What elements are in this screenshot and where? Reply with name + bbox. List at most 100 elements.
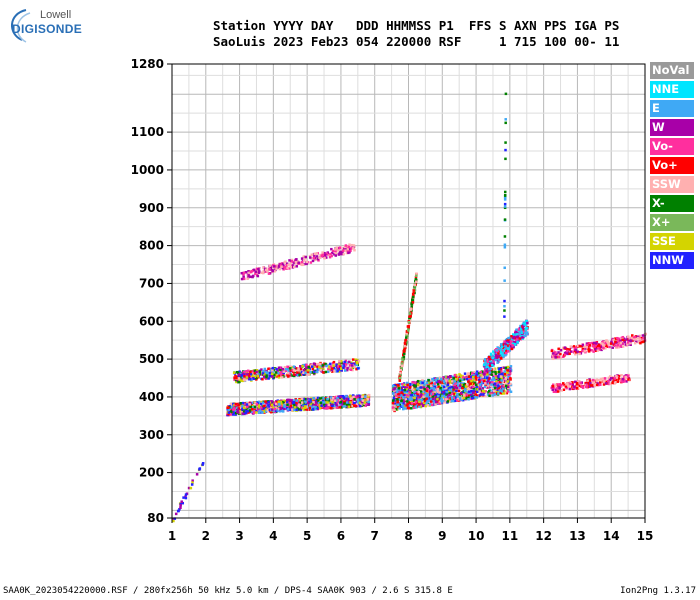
trace-point	[401, 388, 404, 392]
trace-point	[437, 393, 441, 396]
trace-point	[266, 409, 270, 412]
trace-point	[504, 121, 507, 125]
trace-point	[613, 377, 617, 380]
trace-point	[415, 401, 419, 405]
trace-point	[340, 361, 343, 365]
trace-point	[324, 407, 327, 410]
trace-point	[607, 382, 611, 386]
trace-point	[309, 364, 313, 367]
trace-point	[403, 393, 406, 397]
trace-point	[600, 348, 603, 352]
trace-point	[408, 401, 411, 405]
trace-point	[494, 374, 498, 378]
trace-point	[318, 403, 322, 406]
trace-point	[400, 364, 404, 368]
trace-point	[399, 373, 402, 376]
trace-point	[229, 413, 233, 416]
trace-point	[462, 394, 466, 397]
trace-point	[495, 376, 498, 379]
trace-point	[244, 411, 248, 415]
trace-point	[289, 365, 292, 368]
trace-point	[349, 401, 352, 404]
trace-point	[268, 264, 272, 267]
trace-point	[488, 371, 492, 375]
trace-point	[246, 369, 250, 373]
trace-point	[430, 389, 434, 392]
trace-point	[427, 381, 430, 385]
trace-point	[310, 406, 313, 410]
trace-point	[502, 343, 505, 347]
trace-point	[288, 372, 291, 376]
trace-point	[403, 344, 406, 348]
trace-point	[406, 334, 409, 338]
trace-point	[491, 370, 494, 374]
trace-point	[235, 376, 239, 380]
trace-point	[316, 398, 320, 402]
trace-point	[441, 394, 444, 398]
trace-point	[504, 118, 507, 121]
trace-point	[336, 406, 339, 409]
trace-point	[520, 329, 523, 333]
trace-point	[353, 404, 356, 407]
trace-point	[424, 403, 427, 407]
trace-point	[423, 383, 426, 386]
x-tick-label: 15	[637, 529, 654, 543]
trace-point	[469, 386, 472, 390]
trace-point	[425, 397, 428, 400]
trace-point	[517, 328, 520, 331]
trace-point	[302, 372, 306, 376]
trace-point	[356, 401, 360, 404]
trace-point	[519, 327, 523, 330]
trace-point	[583, 349, 586, 353]
trace-point	[418, 382, 421, 386]
trace-point	[504, 345, 508, 348]
trace-point	[594, 349, 598, 353]
trace-point	[428, 379, 432, 383]
trace-point	[503, 190, 507, 194]
trace-point	[297, 404, 300, 408]
trace-point	[490, 354, 493, 357]
trace-point	[316, 370, 319, 374]
trace-point	[525, 319, 528, 323]
trace-point	[349, 249, 352, 252]
trace-point	[343, 405, 347, 408]
trace-point	[324, 362, 327, 366]
trace-point	[280, 373, 283, 376]
trace-point	[443, 382, 446, 386]
trace-point	[446, 395, 450, 399]
trace-point	[492, 350, 495, 353]
trace-point	[502, 349, 506, 353]
trace-point	[347, 362, 351, 366]
trace-point	[465, 383, 469, 386]
trace-point	[262, 369, 265, 373]
trace-point	[494, 353, 498, 356]
trace-point	[491, 356, 494, 360]
trace-point	[272, 376, 276, 379]
trace-point	[488, 355, 491, 359]
trace-point	[314, 404, 317, 407]
trace-point	[428, 399, 431, 402]
trace-point	[636, 335, 639, 339]
trace-point	[407, 407, 411, 410]
trace-point	[430, 384, 433, 388]
trace-point	[360, 398, 363, 401]
trace-point	[398, 376, 402, 380]
trace-point	[626, 335, 630, 338]
trace-point	[234, 402, 238, 406]
trace-point	[412, 399, 416, 402]
trace-point	[317, 401, 321, 405]
trace-point	[437, 380, 441, 383]
trace-point	[427, 385, 430, 388]
x-tick-label: 11	[502, 529, 519, 543]
trace-point	[506, 371, 509, 374]
x-tick-label: 14	[603, 529, 620, 543]
trace-point	[469, 392, 473, 396]
trace-point	[504, 384, 508, 388]
y-tick-label: 500	[139, 352, 164, 366]
trace-point	[297, 403, 301, 407]
trace-point	[485, 363, 489, 366]
trace-point	[298, 398, 301, 402]
trace-point	[480, 370, 484, 373]
trace-point	[280, 265, 283, 268]
trace-point	[503, 347, 507, 351]
